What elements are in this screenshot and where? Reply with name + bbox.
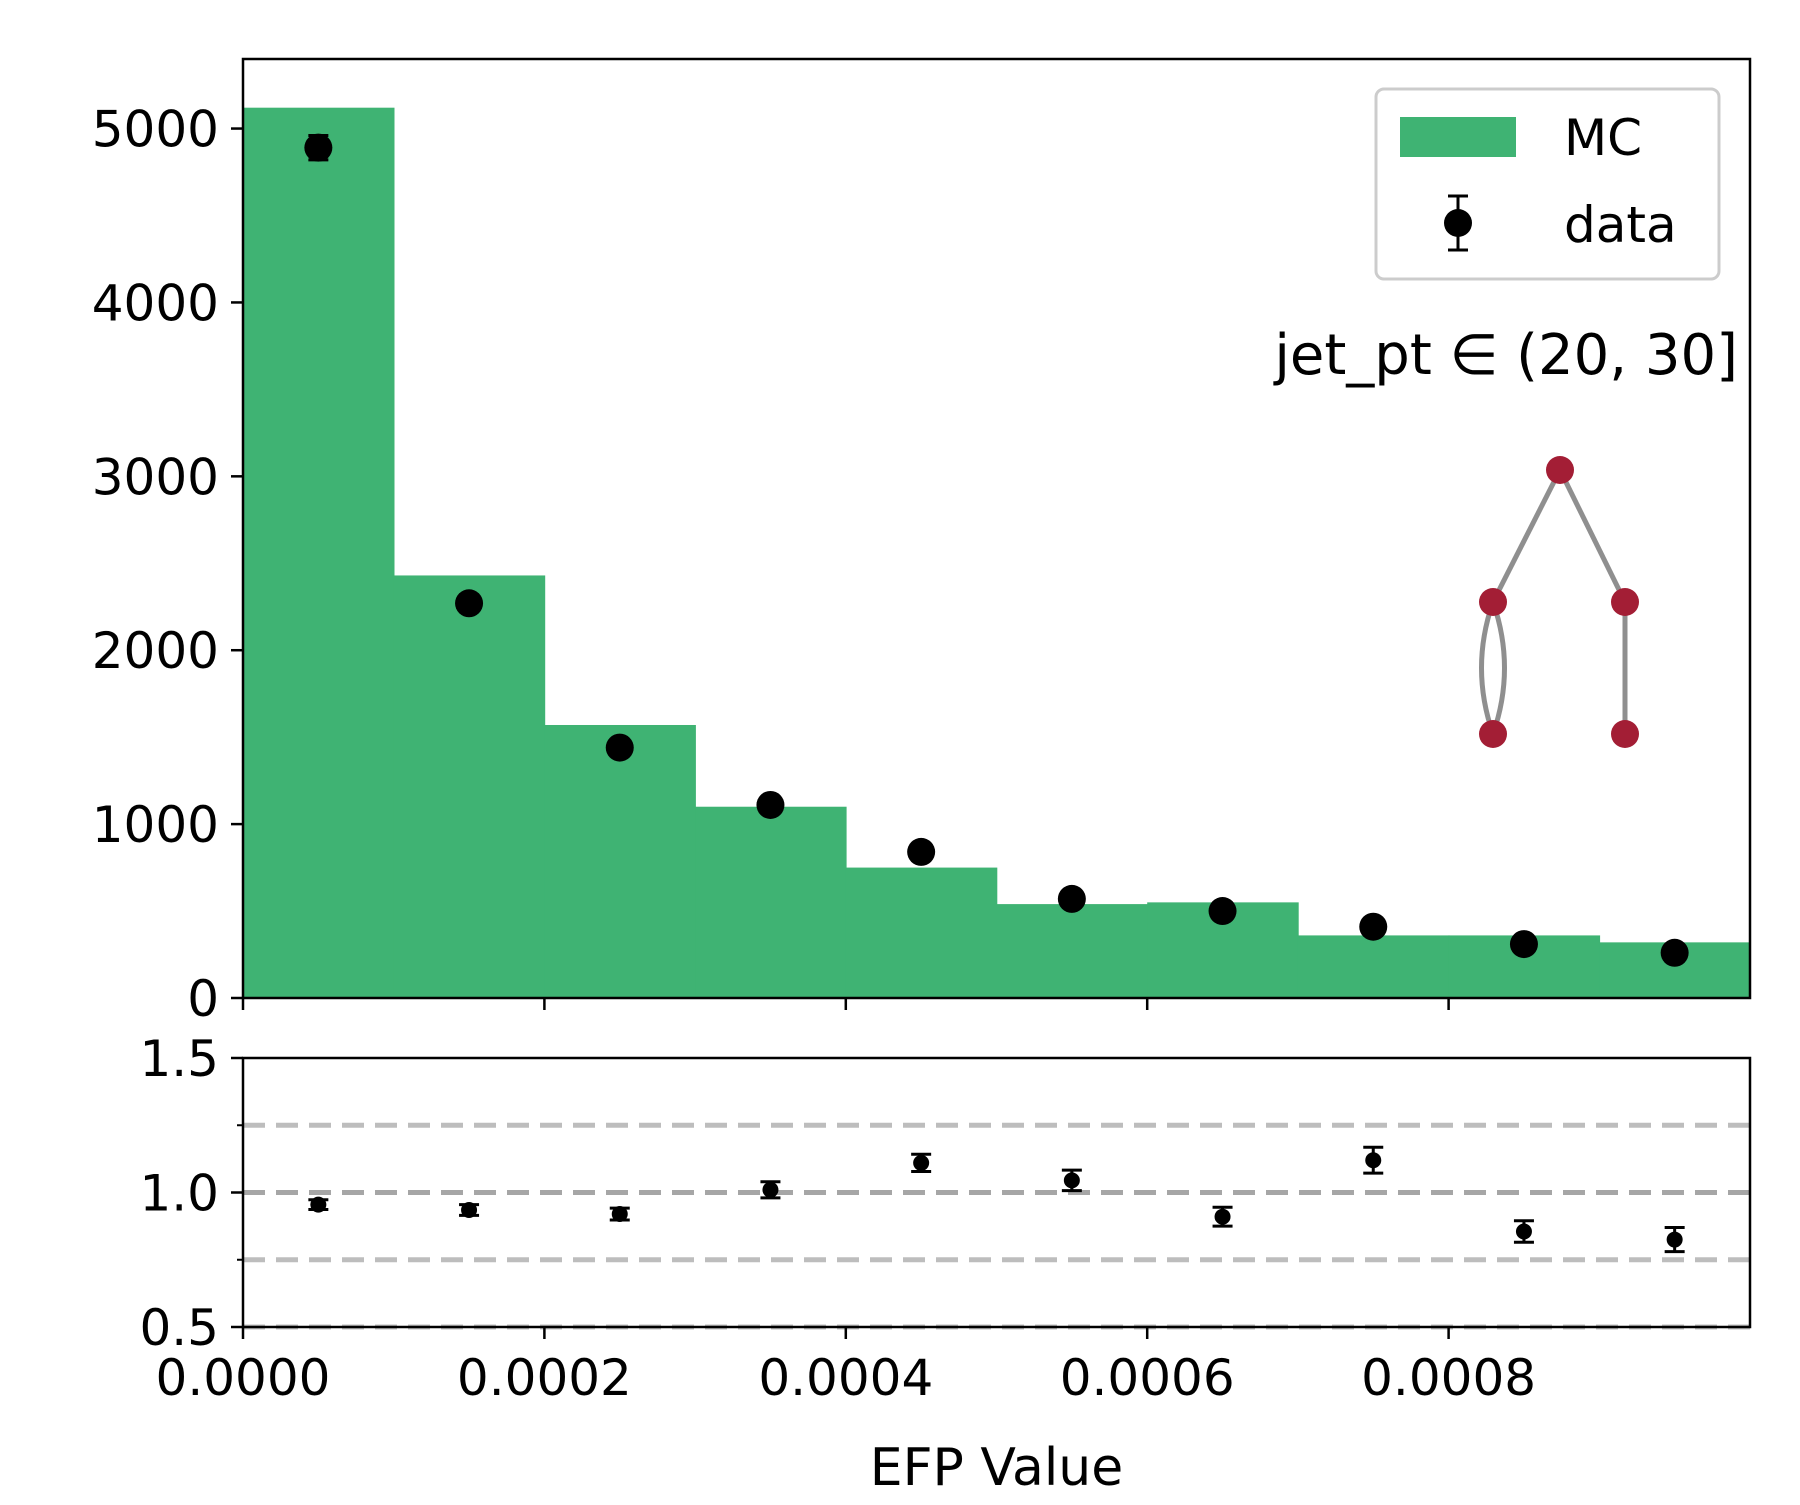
mc-histogram-bar	[393, 575, 546, 998]
x-tick-label: 0.0006	[1060, 1349, 1235, 1407]
mc-histogram-bar	[996, 904, 1148, 998]
y-tick-label: 4000	[92, 274, 219, 332]
x-tick-label: 0.0002	[457, 1349, 632, 1407]
data-point	[756, 790, 785, 819]
data-point	[1660, 938, 1689, 967]
x-tick-label: 0.0004	[758, 1349, 933, 1407]
legend-marker-data	[1444, 209, 1472, 237]
ratio-point	[1214, 1208, 1231, 1225]
y-tick-label: 1.5	[139, 1030, 219, 1088]
x-tick-label: 0.0008	[1361, 1349, 1536, 1407]
ratio-panel: 0.5 1.0 1.5 0.0000 0.0002 0.0004 0.0006 0.0008 E…	[139, 1030, 1752, 1498]
data-point	[907, 837, 936, 866]
legend-swatch-mc	[1400, 117, 1516, 157]
graph-node	[1611, 720, 1639, 748]
main-axes-frame	[241, 57, 1752, 1000]
ratio-point	[1515, 1223, 1532, 1240]
data-point	[605, 733, 634, 762]
legend-label-mc: MC	[1564, 109, 1642, 167]
ratio-axes-frame	[241, 1056, 1752, 1329]
y-tick-label: 5000	[92, 101, 219, 159]
mc-histogram-bar	[243, 107, 395, 998]
y-tick-label: 1000	[92, 796, 219, 854]
y-tick-label: 1.0	[139, 1165, 219, 1223]
ratio-point	[1365, 1152, 1382, 1169]
ratio-point	[913, 1154, 930, 1171]
graph-edge	[1490, 468, 1563, 604]
mc-histogram-bar	[845, 867, 998, 998]
chart-annotation: jet_pt ∈ (20, 30]	[1272, 323, 1738, 388]
data-point	[1057, 884, 1086, 913]
mc-histogram-bar	[1297, 935, 1450, 998]
data-point	[1359, 912, 1388, 941]
data-point	[304, 133, 333, 162]
graph-node	[1479, 720, 1507, 748]
x-tick-label: 0.0000	[156, 1349, 331, 1407]
mc-histogram-bar	[695, 806, 847, 998]
ratio-point	[310, 1196, 327, 1213]
ratio-point	[611, 1206, 628, 1223]
data-point	[455, 589, 484, 618]
x-axis-label: EFP Value	[870, 1438, 1123, 1498]
data-point	[1509, 930, 1538, 959]
efp-graph-icon	[1479, 456, 1639, 748]
graph-node	[1546, 456, 1574, 484]
graph-edge	[1479, 601, 1496, 735]
ratio-point	[762, 1181, 779, 1198]
main-panel: 0 1000 2000 3000 4000 5000	[92, 57, 1752, 1028]
legend: MC data	[1374, 87, 1721, 281]
ratio-point	[1666, 1231, 1683, 1248]
legend-label-data: data	[1564, 196, 1677, 254]
graph-node	[1479, 588, 1507, 616]
ratio-point	[461, 1201, 478, 1218]
y-tick-label: 0.5	[139, 1299, 219, 1357]
y-tick-label: 3000	[92, 448, 219, 506]
data-point	[1208, 897, 1237, 926]
mc-histogram-bar	[544, 724, 696, 998]
y-tick-label: 0	[187, 970, 219, 1028]
graph-edge	[1490, 601, 1507, 735]
graph-edge	[1557, 468, 1628, 604]
y-tick-label: 2000	[92, 622, 219, 680]
ratio-point	[1063, 1172, 1080, 1189]
graph-node	[1611, 588, 1639, 616]
